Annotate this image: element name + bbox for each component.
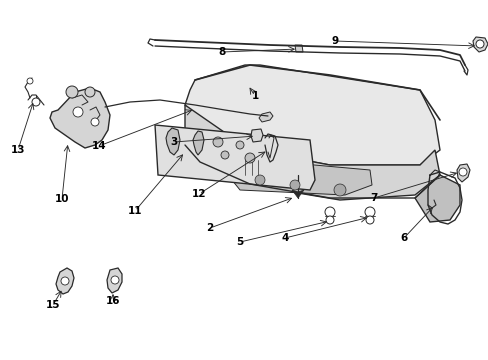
Circle shape [364,207,374,217]
Circle shape [236,141,244,149]
Circle shape [244,153,254,163]
Text: 11: 11 [127,206,142,216]
Text: 2: 2 [206,223,213,233]
Polygon shape [250,129,263,142]
Text: 7: 7 [369,193,377,203]
Text: 12: 12 [191,189,206,199]
Circle shape [61,277,69,285]
Text: 16: 16 [105,296,120,306]
Circle shape [213,137,223,147]
Polygon shape [165,128,180,155]
Polygon shape [107,268,122,293]
Text: 1: 1 [251,91,258,101]
Circle shape [111,276,119,284]
Polygon shape [193,131,203,155]
Text: 14: 14 [92,141,106,151]
Text: 8: 8 [218,47,225,57]
Text: 9: 9 [331,36,338,46]
Polygon shape [259,112,272,122]
Circle shape [475,40,483,48]
Polygon shape [291,190,304,198]
Text: 10: 10 [55,194,69,204]
Polygon shape [50,88,110,148]
Circle shape [91,118,99,126]
Circle shape [73,107,83,117]
Polygon shape [472,37,487,52]
Text: 3: 3 [170,137,177,147]
Circle shape [85,87,95,97]
Circle shape [66,86,78,98]
Polygon shape [56,268,74,294]
Circle shape [365,216,373,224]
Circle shape [325,216,333,224]
Circle shape [325,207,334,217]
Polygon shape [155,125,314,190]
Polygon shape [294,45,303,52]
Circle shape [27,78,33,84]
Polygon shape [224,157,371,195]
Circle shape [221,151,228,159]
Text: 15: 15 [46,300,60,310]
Circle shape [32,98,40,106]
Text: 13: 13 [11,145,25,155]
Circle shape [333,184,346,196]
Text: 5: 5 [236,237,243,247]
Circle shape [289,180,299,190]
Polygon shape [456,164,469,182]
Polygon shape [184,65,439,165]
Circle shape [458,168,466,176]
Text: 6: 6 [400,233,407,243]
Circle shape [254,175,264,185]
Text: 4: 4 [281,233,288,243]
Polygon shape [414,175,459,222]
Polygon shape [184,105,439,200]
